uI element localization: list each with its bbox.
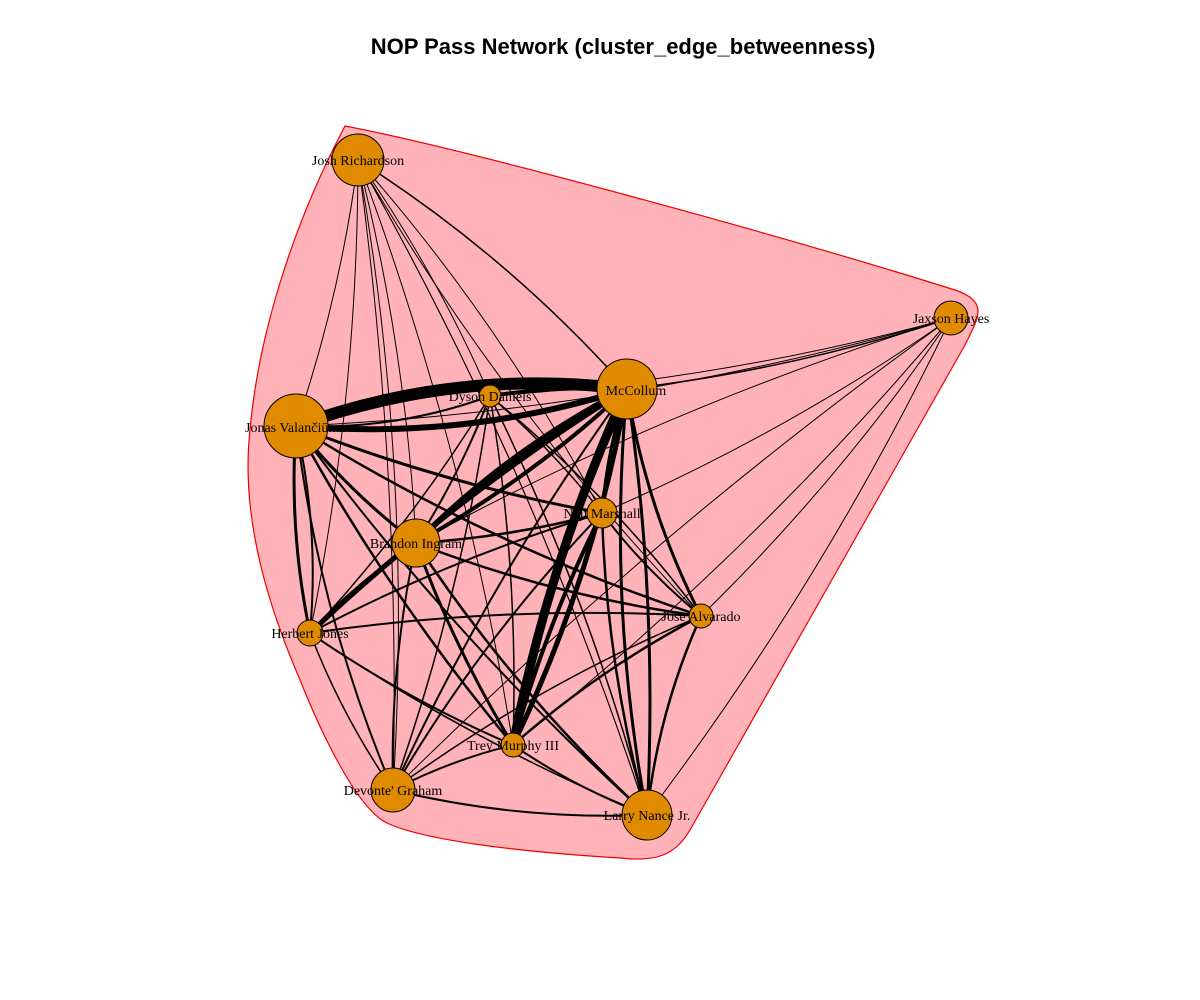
edge-brandon-larry [414, 541, 649, 817]
edge-devonte-dyson [392, 395, 491, 791]
edge-mccollum-jonas [290, 377, 633, 432]
edge-larry-jaxson [646, 317, 952, 816]
node-label-devonte: Devonte' Graham [344, 784, 443, 799]
node-label-naji: Naji Marshall [563, 507, 640, 522]
edge-jonas-jose [294, 424, 703, 618]
edge-jonas-josh [295, 159, 359, 427]
edge-mccollum-josh [357, 159, 628, 390]
edge-trey-dyson [489, 395, 515, 746]
node-label-herbert: Herbert Jones [271, 627, 348, 642]
edge-naji-jaxson [601, 317, 952, 514]
node-devonte [370, 767, 416, 813]
edge-mccollum-jonas [293, 386, 630, 433]
edge-naji-herbert [309, 512, 603, 634]
edge-devonte-larry [392, 789, 648, 817]
node-jonas [263, 393, 329, 459]
edge-trey-josh [357, 159, 514, 746]
edge-dyson-josh [357, 159, 491, 397]
node-layer: Josh Richardson Jaxson Hayes McCollum Dyson… [245, 133, 990, 841]
edge-naji-trey [511, 511, 604, 747]
node-josh [331, 133, 385, 187]
edge-jaxson-brandon [415, 317, 952, 544]
node-herbert [296, 619, 324, 647]
node-brandon [391, 518, 441, 568]
edge-naji-devonte [392, 512, 603, 791]
edge-josh-devonte [357, 159, 395, 791]
edge-brandon-devonte [391, 542, 417, 791]
node-label-trey: Trey Murphy III [467, 739, 559, 754]
node-label-jonas: Jonas Valančiūnas [245, 421, 347, 436]
node-label-brandon: Brandon Ingram [370, 537, 462, 552]
edge-trey-jaxson [512, 317, 952, 746]
node-label-dyson: Dyson Daniels [449, 390, 532, 405]
edge-devonte-josh [357, 159, 399, 791]
edge-brandon-trey [414, 541, 515, 747]
node-label-jaxson: Jaxson Hayes [913, 312, 990, 327]
diagram-title: NOP Pass Network (cluster_edge_betweenne… [370, 34, 876, 59]
node-jose [688, 603, 714, 629]
node-trey [500, 732, 526, 758]
edge-josh-larry [357, 159, 648, 816]
edge-jose-herbert [309, 611, 702, 634]
edge-naji-jose [601, 512, 702, 617]
edge-jaxson-devonte [392, 317, 952, 791]
edge-jose-devonte [392, 615, 702, 791]
node-label-larry: Larry Nance Jr. [604, 809, 691, 824]
edge-jose-jaxson [700, 317, 952, 617]
edge-herbert-josh [309, 159, 359, 634]
edge-josh-jose [357, 159, 702, 617]
edge-mccollum-larry [625, 387, 652, 817]
edge-dyson-jaxson [489, 317, 952, 397]
node-jaxson [933, 300, 969, 336]
edge-herbert-dyson [309, 395, 491, 634]
edge-jonas-larry [295, 425, 648, 816]
edge-naji-josh [357, 159, 603, 514]
node-label-jose: Jose Alvarado [662, 610, 741, 625]
edge-jose-trey [511, 614, 703, 747]
node-mccollum [596, 358, 658, 420]
edge-brandon-jose [414, 541, 703, 618]
node-dyson [478, 384, 502, 408]
edge-brandon-josh [357, 159, 417, 544]
node-label-josh: Josh Richardson [312, 154, 404, 169]
edge-jonas-naji [294, 424, 604, 515]
node-label-mccollum: McCollum [606, 384, 667, 399]
edge-larry-dyson [489, 395, 648, 816]
node-larry [621, 789, 673, 841]
edge-mccollum-devonte [392, 388, 628, 791]
node-naji [586, 497, 618, 529]
